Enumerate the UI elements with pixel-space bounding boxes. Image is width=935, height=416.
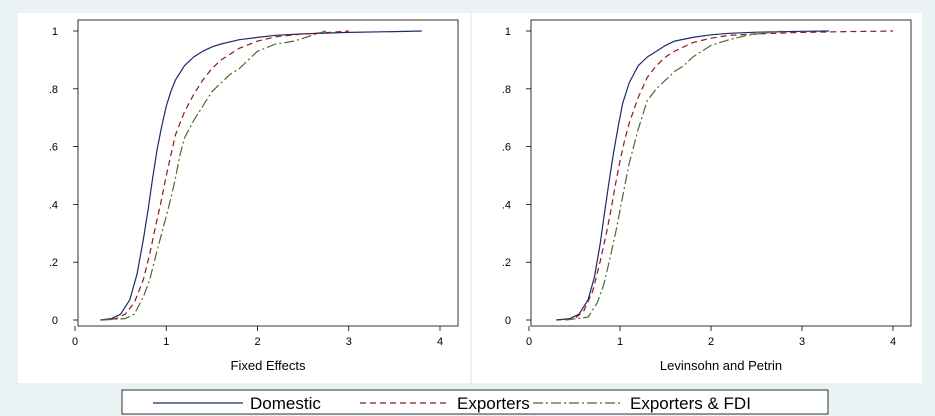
series-domestic — [556, 30, 830, 321]
y-tick-label: .4 — [502, 199, 511, 211]
legend-entry-domestic: Domestic — [153, 394, 321, 413]
y-tick-label: .6 — [49, 142, 58, 154]
plot-area — [77, 19, 459, 327]
y-tick-label: .8 — [502, 84, 511, 96]
legend-box — [121, 389, 829, 415]
x-tick-label: 1 — [617, 336, 623, 348]
ticks: 0 1 2 3 4 0 .2 .4 .6 .8 1 — [49, 26, 443, 348]
y-tick-label: 0 — [52, 315, 58, 327]
x-tick-label: 3 — [799, 336, 805, 348]
series-domestic — [100, 30, 422, 321]
series-exporters — [556, 30, 894, 321]
y-tick-label: .6 — [502, 142, 511, 154]
y-tick-label: .8 — [49, 84, 58, 96]
x-axis-title: Fixed Effects — [231, 358, 306, 373]
x-tick-label: 4 — [890, 336, 896, 348]
legend-label-exporters-fdi: Exporters & FDI — [630, 394, 751, 413]
y-tick-label: .4 — [49, 199, 58, 211]
legend: Domestic Exporters Exporters & FDI — [121, 389, 829, 415]
series-exporters — [102, 30, 349, 321]
plot-area — [530, 19, 912, 327]
legend-label-domestic: Domestic — [250, 394, 321, 413]
y-tick-label: .2 — [502, 257, 511, 269]
y-tick-label: 1 — [505, 26, 511, 38]
legend-entry-exporters-fdi: Exporters & FDI — [533, 394, 751, 413]
x-tick-label: 4 — [437, 336, 443, 348]
x-axis-title: Levinsohn and Petrin — [660, 358, 782, 373]
series-lines — [100, 30, 422, 321]
x-tick-label: 2 — [708, 336, 714, 348]
x-tick-label: 2 — [254, 336, 260, 348]
x-tick-label: 0 — [72, 336, 78, 348]
x-tick-label: 1 — [163, 336, 169, 348]
series-lines — [556, 30, 894, 321]
panel-levinsohn-petrin: 0 1 2 3 4 0 .2 .4 .6 .8 1 Levinsohn and Petrin — [472, 13, 922, 383]
y-tick-label: 0 — [505, 315, 511, 327]
legend-entry-exporters: Exporters — [360, 394, 530, 413]
y-tick-label: 1 — [52, 26, 58, 38]
series-exporters-fdi — [565, 30, 784, 321]
x-tick-label: 3 — [346, 336, 352, 348]
y-tick-label: .2 — [49, 257, 58, 269]
series-exporters-fdi — [102, 30, 327, 321]
panel-fixed-effects: 0 1 2 3 4 0 .2 .4 .6 .8 1 Fixed Effects — [18, 13, 470, 383]
legend-label-exporters: Exporters — [457, 394, 530, 413]
x-tick-label: 0 — [526, 336, 532, 348]
ticks: 0 1 2 3 4 0 .2 .4 .6 .8 1 — [502, 26, 896, 348]
